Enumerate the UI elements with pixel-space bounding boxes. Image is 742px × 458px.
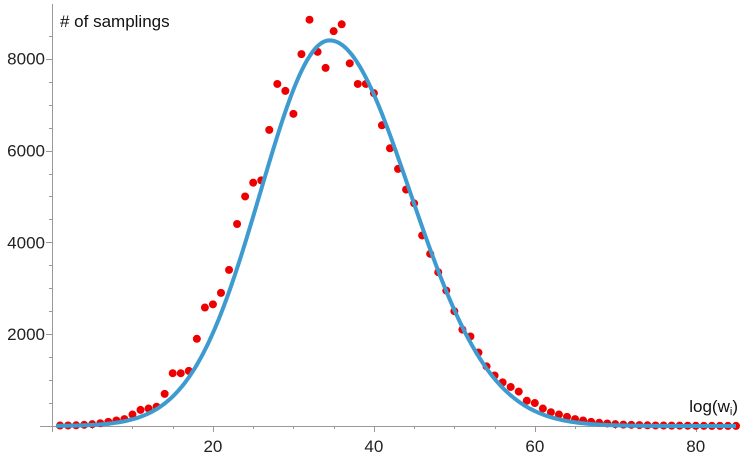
data-point bbox=[225, 265, 234, 274]
data-point bbox=[192, 334, 201, 343]
x-axis-title-base: log(w bbox=[689, 397, 730, 416]
data-point bbox=[514, 387, 523, 396]
data-point bbox=[273, 79, 282, 88]
data-point bbox=[506, 382, 515, 391]
y-tick-label: 2000 bbox=[7, 325, 45, 344]
data-point bbox=[200, 303, 209, 312]
y-tick-label: 4000 bbox=[7, 233, 45, 252]
data-point bbox=[265, 125, 274, 134]
data-point bbox=[305, 15, 314, 24]
data-point bbox=[289, 109, 298, 118]
data-point bbox=[522, 396, 531, 405]
data-point bbox=[329, 27, 338, 36]
x-axis-title-subscript: i bbox=[730, 406, 732, 418]
x-tick-label: 80 bbox=[686, 437, 705, 456]
data-point bbox=[297, 50, 306, 59]
data-point bbox=[546, 408, 555, 417]
x-tick-label: 60 bbox=[525, 437, 544, 456]
x-tick-label: 20 bbox=[203, 437, 222, 456]
y-tick-label: 6000 bbox=[7, 142, 45, 161]
data-point bbox=[168, 369, 177, 378]
data-points bbox=[56, 15, 740, 430]
plot-area: 20 40 60 80 2000 4000 6000 8000 bbox=[7, 4, 740, 456]
data-point bbox=[281, 86, 290, 95]
data-point bbox=[530, 399, 539, 408]
data-point bbox=[337, 20, 346, 29]
data-point bbox=[176, 369, 185, 378]
data-point bbox=[249, 178, 258, 187]
y-ticks: 2000 4000 6000 8000 bbox=[7, 36, 52, 404]
x-tick-label: 40 bbox=[364, 437, 383, 456]
data-point bbox=[353, 79, 362, 88]
data-point bbox=[208, 300, 217, 309]
x-axis-title: log(wi) bbox=[689, 397, 738, 418]
data-point bbox=[321, 63, 330, 72]
data-point bbox=[554, 410, 563, 419]
y-tick-label: 8000 bbox=[7, 50, 45, 69]
data-point bbox=[128, 410, 137, 419]
x-ticks: 20 40 60 80 bbox=[92, 426, 737, 456]
data-point bbox=[233, 220, 242, 228]
x-axis-title-close: ) bbox=[732, 397, 738, 416]
data-point bbox=[216, 288, 225, 297]
fit-curve bbox=[56, 38, 736, 428]
data-point bbox=[538, 404, 547, 413]
data-point bbox=[136, 405, 145, 414]
y-axis-title: # of samplings bbox=[60, 12, 170, 31]
data-point bbox=[160, 389, 169, 398]
data-point bbox=[345, 59, 354, 68]
data-point bbox=[241, 192, 250, 201]
